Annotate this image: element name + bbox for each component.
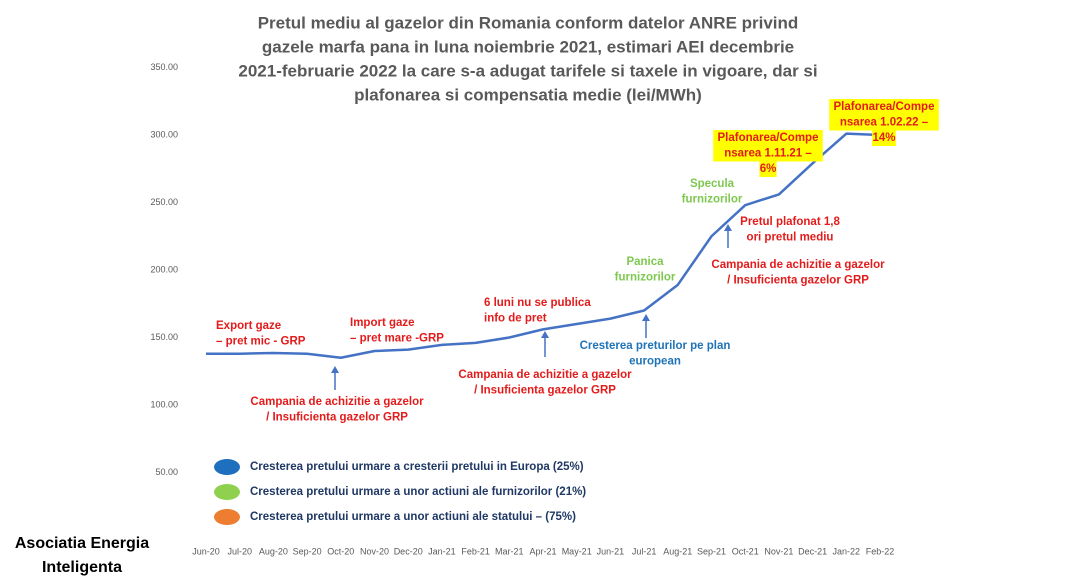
- annotation-highlight: [713, 130, 823, 146]
- footer: Inteligenta: [42, 559, 122, 576]
- x-tick-label: Jul-20: [227, 546, 252, 556]
- chart-title: gazele marfa pana in luna noiembrie 2021…: [262, 37, 794, 56]
- annotation: Plafonarea/Compe: [834, 101, 935, 113]
- arrow-head: [642, 314, 650, 321]
- x-tick-label: Oct-21: [732, 546, 759, 556]
- annotation-highlight: [713, 145, 823, 162]
- x-tick-label: Dec-21: [798, 546, 827, 556]
- legend-label: Cresterea pretului urmare a unor actiuni…: [250, 511, 576, 523]
- y-tick-label: 350.00: [150, 62, 178, 72]
- x-tick-label: Aug-20: [259, 546, 288, 556]
- legend-label: Cresterea pretului urmare a cresterii pr…: [250, 461, 584, 473]
- arrow-head: [724, 224, 732, 231]
- chart-title: plafonarea si compensatia medie (lei/MWh…: [354, 85, 702, 104]
- annotation: european: [629, 356, 681, 368]
- annotation-highlight: [829, 114, 939, 131]
- annotation: 6%: [760, 163, 777, 175]
- x-tick-label: Jan-21: [428, 546, 456, 556]
- annotation: nsarea 1.02.22 –: [840, 117, 929, 129]
- arrow-head: [541, 331, 549, 338]
- y-tick-label: 200.00: [150, 264, 178, 274]
- x-tick-label: Feb-21: [461, 546, 490, 556]
- annotation: Pretul plafonat 1,8: [740, 216, 840, 228]
- annotation: info de pret: [484, 313, 547, 325]
- x-tick-label: Nov-21: [764, 546, 793, 556]
- footer: Asociatia Energia: [15, 535, 149, 552]
- annotation: Panica: [626, 256, 664, 268]
- x-tick-label: Aug-21: [663, 546, 692, 556]
- annotation: Import gaze: [350, 317, 415, 329]
- chart-title: Pretul mediu al gazelor din Romania conf…: [258, 13, 799, 32]
- y-tick-label: 150.00: [150, 332, 178, 342]
- legend-marker: [214, 484, 240, 500]
- annotation: – pret mare -GRP: [350, 333, 444, 345]
- x-tick-label: Sep-20: [293, 546, 322, 556]
- x-tick-label: Sep-21: [697, 546, 726, 556]
- data-line: [206, 132, 881, 359]
- x-tick-label: Dec-20: [394, 546, 423, 556]
- annotation: Specula: [690, 178, 735, 190]
- legend-marker: [214, 459, 240, 475]
- annotation: Export gaze: [216, 320, 281, 332]
- annotation: nsarea 1.11.21 –: [724, 148, 812, 160]
- annotation: / Insuficienta gazelor GRP: [474, 385, 616, 397]
- y-tick-label: 100.00: [150, 399, 178, 409]
- x-tick-label: Apr-21: [529, 546, 556, 556]
- annotation: furnizorilor: [615, 272, 676, 284]
- annotation: furnizorilor: [682, 194, 743, 206]
- x-tick-label: Jun-20: [192, 546, 220, 556]
- x-tick-label: May-21: [562, 546, 592, 556]
- legend-marker: [214, 509, 240, 525]
- annotation: Plafonarea/Compe: [718, 132, 819, 144]
- x-tick-label: Nov-20: [360, 546, 389, 556]
- y-tick-label: 50.00: [155, 467, 178, 477]
- annotation-highlight: [872, 130, 896, 146]
- x-tick-label: Mar-21: [495, 546, 524, 556]
- annotation: – pret mic - GRP: [216, 336, 306, 348]
- annotation: Campania de achizitie a gazelor: [458, 369, 632, 381]
- x-tick-label: Jan-22: [833, 546, 861, 556]
- annotation-highlight: [829, 99, 939, 115]
- annotation: / Insuficienta gazelor GRP: [266, 412, 408, 424]
- x-tick-label: Oct-20: [327, 546, 354, 556]
- y-tick-label: 300.00: [150, 129, 178, 139]
- annotation: Campania de achizitie a gazelor: [250, 396, 424, 408]
- x-tick-label: Jun-21: [597, 546, 625, 556]
- x-tick-label: Feb-22: [866, 546, 895, 556]
- annotation: / Insuficienta gazelor GRP: [727, 275, 869, 287]
- annotation: Campania de achizitie a gazelor: [711, 259, 885, 271]
- x-tick-label: Jul-21: [632, 546, 657, 556]
- annotation: 14%: [872, 132, 895, 144]
- annotation: 6 luni nu se publica: [484, 297, 591, 309]
- legend-label: Cresterea pretului urmare a unor actiuni…: [250, 486, 586, 498]
- y-tick-label: 250.00: [150, 197, 178, 207]
- chart-title: 2021-februarie 2022 la care s-a adugat t…: [238, 61, 817, 80]
- arrow-head: [331, 366, 339, 373]
- annotation: Cresterea preturilor pe plan: [580, 340, 731, 352]
- annotation-highlight: [759, 161, 777, 177]
- annotation: ori pretul mediu: [747, 232, 834, 244]
